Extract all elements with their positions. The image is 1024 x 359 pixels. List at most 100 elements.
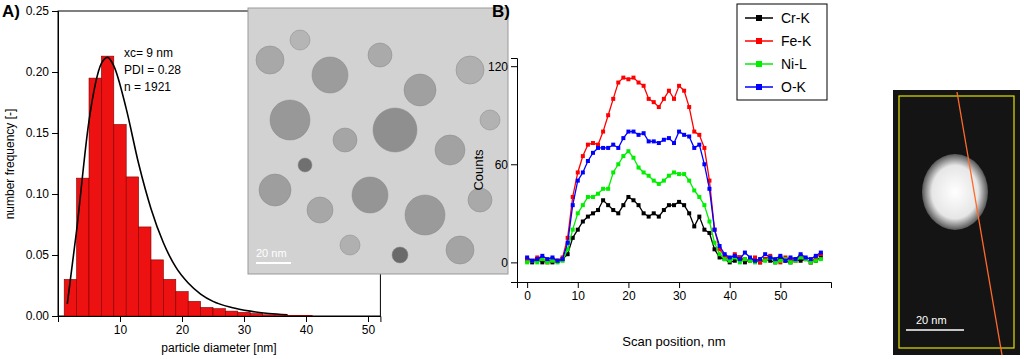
axis-title: Counts <box>471 149 486 191</box>
marker <box>561 257 565 261</box>
marker <box>713 228 717 232</box>
tick: 50 <box>774 282 788 303</box>
marker <box>662 138 666 142</box>
axis: 060120 <box>488 59 518 283</box>
marker <box>626 77 630 81</box>
marker <box>642 84 646 88</box>
marker <box>647 139 651 143</box>
bar <box>163 279 175 316</box>
tem-image <box>248 8 508 274</box>
image-texture <box>340 235 360 255</box>
marker <box>768 255 772 259</box>
image-texture <box>435 135 465 165</box>
image-background <box>248 8 508 274</box>
marker <box>611 208 615 212</box>
tick-mark <box>511 262 517 263</box>
marker <box>687 105 691 109</box>
marker <box>586 215 590 219</box>
image-texture <box>456 56 484 84</box>
tick-label: 50 <box>362 323 376 337</box>
marker <box>556 259 560 263</box>
marker <box>672 97 676 101</box>
marker <box>647 97 651 101</box>
marker <box>606 113 610 117</box>
axis-title: particle diameter [nm] <box>161 341 276 355</box>
marker <box>702 162 706 166</box>
marker <box>616 162 620 166</box>
image-texture <box>352 177 388 213</box>
legend-swatch <box>756 61 762 67</box>
marker <box>672 203 676 207</box>
marker <box>586 143 590 147</box>
marker <box>611 97 615 101</box>
marker <box>545 257 549 261</box>
marker <box>692 130 696 134</box>
marker <box>768 255 772 259</box>
bar <box>77 178 89 316</box>
marker <box>707 187 711 191</box>
tick-mark <box>368 316 369 322</box>
marker <box>778 254 782 258</box>
tick-label: 50 <box>774 289 788 303</box>
bar <box>250 314 262 316</box>
tick: 0.25 <box>26 4 58 18</box>
tick: 0.20 <box>26 65 58 79</box>
marker <box>763 259 767 263</box>
marker <box>621 76 625 80</box>
tick-label: 0.15 <box>26 126 50 140</box>
image-texture <box>446 236 474 264</box>
bar <box>238 312 250 316</box>
marker <box>783 259 787 263</box>
image-texture <box>312 57 348 93</box>
marker <box>581 154 585 158</box>
marker <box>616 146 620 150</box>
marker <box>773 257 777 261</box>
marker <box>819 257 823 261</box>
annotation: PDI = 0.28 <box>124 63 181 77</box>
tick: 0 <box>501 256 517 270</box>
bar <box>201 307 213 316</box>
marker <box>616 81 620 85</box>
image-texture <box>290 30 310 50</box>
tick-label: 20 <box>176 323 190 337</box>
marker <box>713 228 717 232</box>
marker <box>561 257 565 261</box>
marker <box>692 188 696 192</box>
marker <box>530 259 534 263</box>
marker <box>743 251 747 255</box>
marker <box>809 257 813 261</box>
legend-label: O-K <box>781 79 807 95</box>
marker <box>525 255 529 259</box>
tick-mark <box>52 194 58 195</box>
legend-label: Fe-K <box>781 33 812 49</box>
image-texture <box>468 188 492 212</box>
bar <box>139 227 151 316</box>
marker <box>626 149 630 153</box>
tick: 40 <box>300 316 314 337</box>
marker <box>571 203 575 207</box>
tick: 120 <box>488 60 517 74</box>
image-texture <box>307 197 333 223</box>
marker <box>596 192 600 196</box>
marker <box>713 247 717 251</box>
marker <box>586 159 590 163</box>
tick-label: 0 <box>501 256 508 270</box>
marker <box>682 89 686 93</box>
tick-label: 0.00 <box>26 309 50 323</box>
tick: 40 <box>724 282 738 303</box>
axis-line <box>511 59 518 283</box>
marker <box>586 195 590 199</box>
tick-label: 0.10 <box>26 187 50 201</box>
image-texture <box>405 195 445 235</box>
marker <box>591 151 595 155</box>
marker <box>652 139 656 143</box>
tick-label: 0.05 <box>26 248 50 262</box>
axis-line <box>52 12 59 317</box>
bar <box>213 309 225 316</box>
marker <box>743 257 747 261</box>
marker <box>687 134 691 138</box>
marker <box>783 259 787 263</box>
marker <box>631 76 635 80</box>
panel-label: B) <box>492 2 510 21</box>
marker <box>642 131 646 135</box>
